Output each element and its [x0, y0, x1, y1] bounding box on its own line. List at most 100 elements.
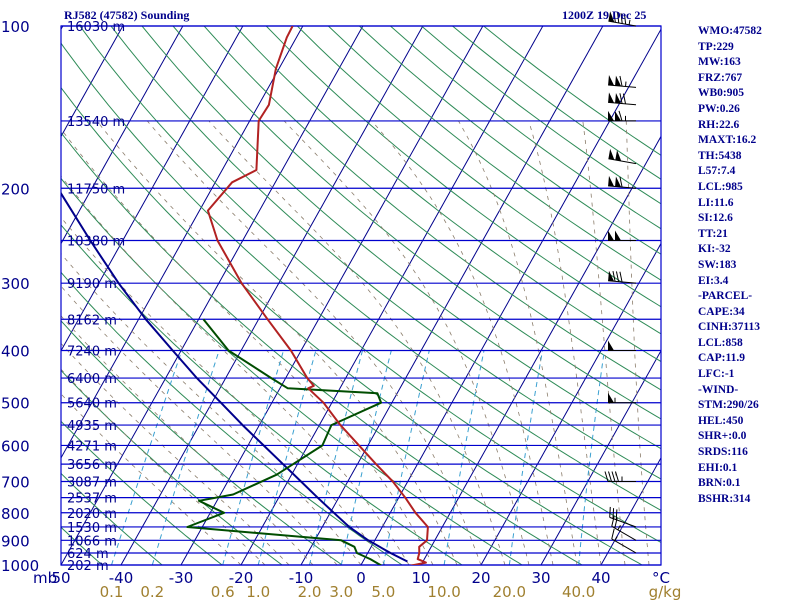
- mixing-ratio-line: [340, 350, 392, 565]
- wind-barb-staff: [608, 158, 637, 165]
- moist-adiabat-line: [61, 128, 434, 565]
- pressure-tick-label: 300: [1, 275, 30, 293]
- index-item: LCL:858: [698, 336, 743, 349]
- parcel-trace: [61, 191, 408, 563]
- temperature-tick-label: 0: [356, 569, 366, 587]
- moist-adiabat-line: [283, 120, 530, 565]
- temperature-tick-label: 50: [51, 569, 70, 587]
- wind-barb-staff: [611, 525, 637, 541]
- height-label: 6400 m: [67, 372, 117, 387]
- wind-barb-flag: [615, 92, 622, 104]
- index-item: BRN:0.1: [698, 477, 741, 490]
- index-item: HEL:450: [698, 414, 744, 427]
- height-label: 5640 m: [67, 397, 117, 412]
- moist-adiabat-line: [528, 120, 602, 565]
- index-item: WB0:905: [698, 87, 744, 100]
- moist-adiabat-line: [61, 285, 338, 565]
- wind-barb-staff: [609, 516, 637, 528]
- moist-adiabat-line: [61, 393, 242, 565]
- index-item: SI:12.6: [698, 212, 733, 225]
- temperature-units-label: °C: [652, 569, 670, 587]
- valid-time: 1200Z 19 Dec 25: [562, 8, 647, 22]
- mixing-ratio-label: 3.0: [329, 583, 353, 600]
- moist-adiabat-line: [662, 121, 673, 565]
- wind-barb-flag: [608, 92, 615, 103]
- wind-barb-feather: [617, 12, 620, 24]
- height-labels: 16030 m 13540 m 11750 m 10380 m 9190 m 8162 m…: [67, 20, 125, 574]
- isotherm-line: [360, 28, 661, 565]
- mixing-ratio-label: 20.0: [493, 583, 526, 600]
- wind-barb: [608, 175, 637, 189]
- wind-barb: [608, 340, 636, 352]
- mixing-ratio-label: 1.0: [246, 583, 270, 600]
- index-item: KI:-32: [698, 243, 731, 256]
- wind-barb: [604, 471, 636, 483]
- index-item: EHI:0.1: [698, 461, 738, 474]
- wind-barb-flag: [615, 176, 622, 187]
- wind-barb-flag: [608, 110, 614, 121]
- wind-barb-flag: [608, 392, 614, 403]
- moist-adiabat-line: [371, 120, 554, 565]
- wind-barb-flag: [615, 75, 622, 87]
- pressure-units-label: mb: [33, 569, 57, 587]
- wind-barbs: [604, 11, 637, 554]
- index-item: STM:290/26: [698, 399, 759, 412]
- mixing-ratio-line: [443, 350, 485, 565]
- moist-adiabat-line: [61, 315, 314, 565]
- wind-barb-flag: [615, 230, 621, 241]
- wind-barb-flag: [608, 230, 614, 241]
- index-item: CAPE:34: [698, 305, 745, 318]
- index-item: WMO:47582: [698, 25, 762, 37]
- isotherm-line: [240, 26, 544, 565]
- index-item: CINH:37113: [698, 321, 760, 334]
- moist-adiabat-line: [61, 175, 410, 565]
- moist-adiabat-line: [146, 120, 482, 565]
- temperature-tick-label: -30: [169, 569, 194, 587]
- wind-barb-flag: [608, 175, 615, 187]
- dry-adiabat-line: [61, 369, 283, 565]
- height-label: 1530 m: [67, 521, 117, 536]
- wind-barb-feather: [611, 471, 616, 482]
- index-item: TH:5438: [698, 149, 742, 162]
- index-item: -PARCEL-: [698, 290, 753, 303]
- wind-barb-feather: [618, 110, 623, 122]
- isotherm-line: [600, 456, 661, 565]
- wind-barb: [608, 75, 637, 88]
- index-item: MAXT:16.2: [698, 134, 757, 147]
- wind-barb-feather: [613, 11, 616, 23]
- height-label: 1066 m: [67, 534, 117, 549]
- wind-barb-feather: [619, 75, 623, 87]
- wind-barb-flag: [608, 75, 615, 86]
- height-label: 2020 m: [67, 507, 117, 522]
- index-item: SRDS:116: [698, 446, 748, 459]
- height-label: 2537 m: [67, 492, 117, 507]
- index-item: RH:22.6: [698, 118, 740, 131]
- wind-barb-flag: [608, 148, 615, 160]
- isotherm-line: [300, 26, 604, 565]
- wind-barb-feather: [620, 13, 623, 24]
- index-item: MW:163: [698, 56, 741, 69]
- isotherm-line: [61, 26, 124, 138]
- wind-barb: [608, 92, 637, 106]
- moist-adiabat-line: [61, 368, 266, 565]
- wind-barb-feather: [619, 93, 623, 104]
- temperature-tick-label: 40: [591, 569, 610, 587]
- isotherm-line: [180, 26, 484, 565]
- dry-adiabat-line: [61, 271, 403, 565]
- index-item: LFC:-1: [698, 368, 735, 381]
- wind-barb: [611, 528, 637, 554]
- index-item: LI:11.6: [698, 196, 734, 209]
- mixing-ratio-line: [508, 350, 543, 565]
- height-label: 624 m: [67, 547, 109, 562]
- isobars: [61, 25, 661, 566]
- wind-barb: [608, 148, 637, 165]
- index-item: L57:7.4: [698, 165, 736, 178]
- mixing-ratio-label: 40.0: [562, 583, 595, 600]
- isotherm-line: [420, 135, 661, 565]
- wind-barb-flag: [608, 340, 614, 351]
- index-item: -WIND-: [698, 383, 739, 396]
- indices-panel: WMO:47582 TP:229 MW:163 FRZ:767 WB0:905 PW:0.…: [698, 24, 798, 507]
- wind-barb-half: [614, 536, 618, 541]
- mixing-ratio-labels: 0.1 0.2 0.6 1.0 2.0 3.0 5.0 10.0 20.0 40.0 g/kg: [100, 583, 682, 600]
